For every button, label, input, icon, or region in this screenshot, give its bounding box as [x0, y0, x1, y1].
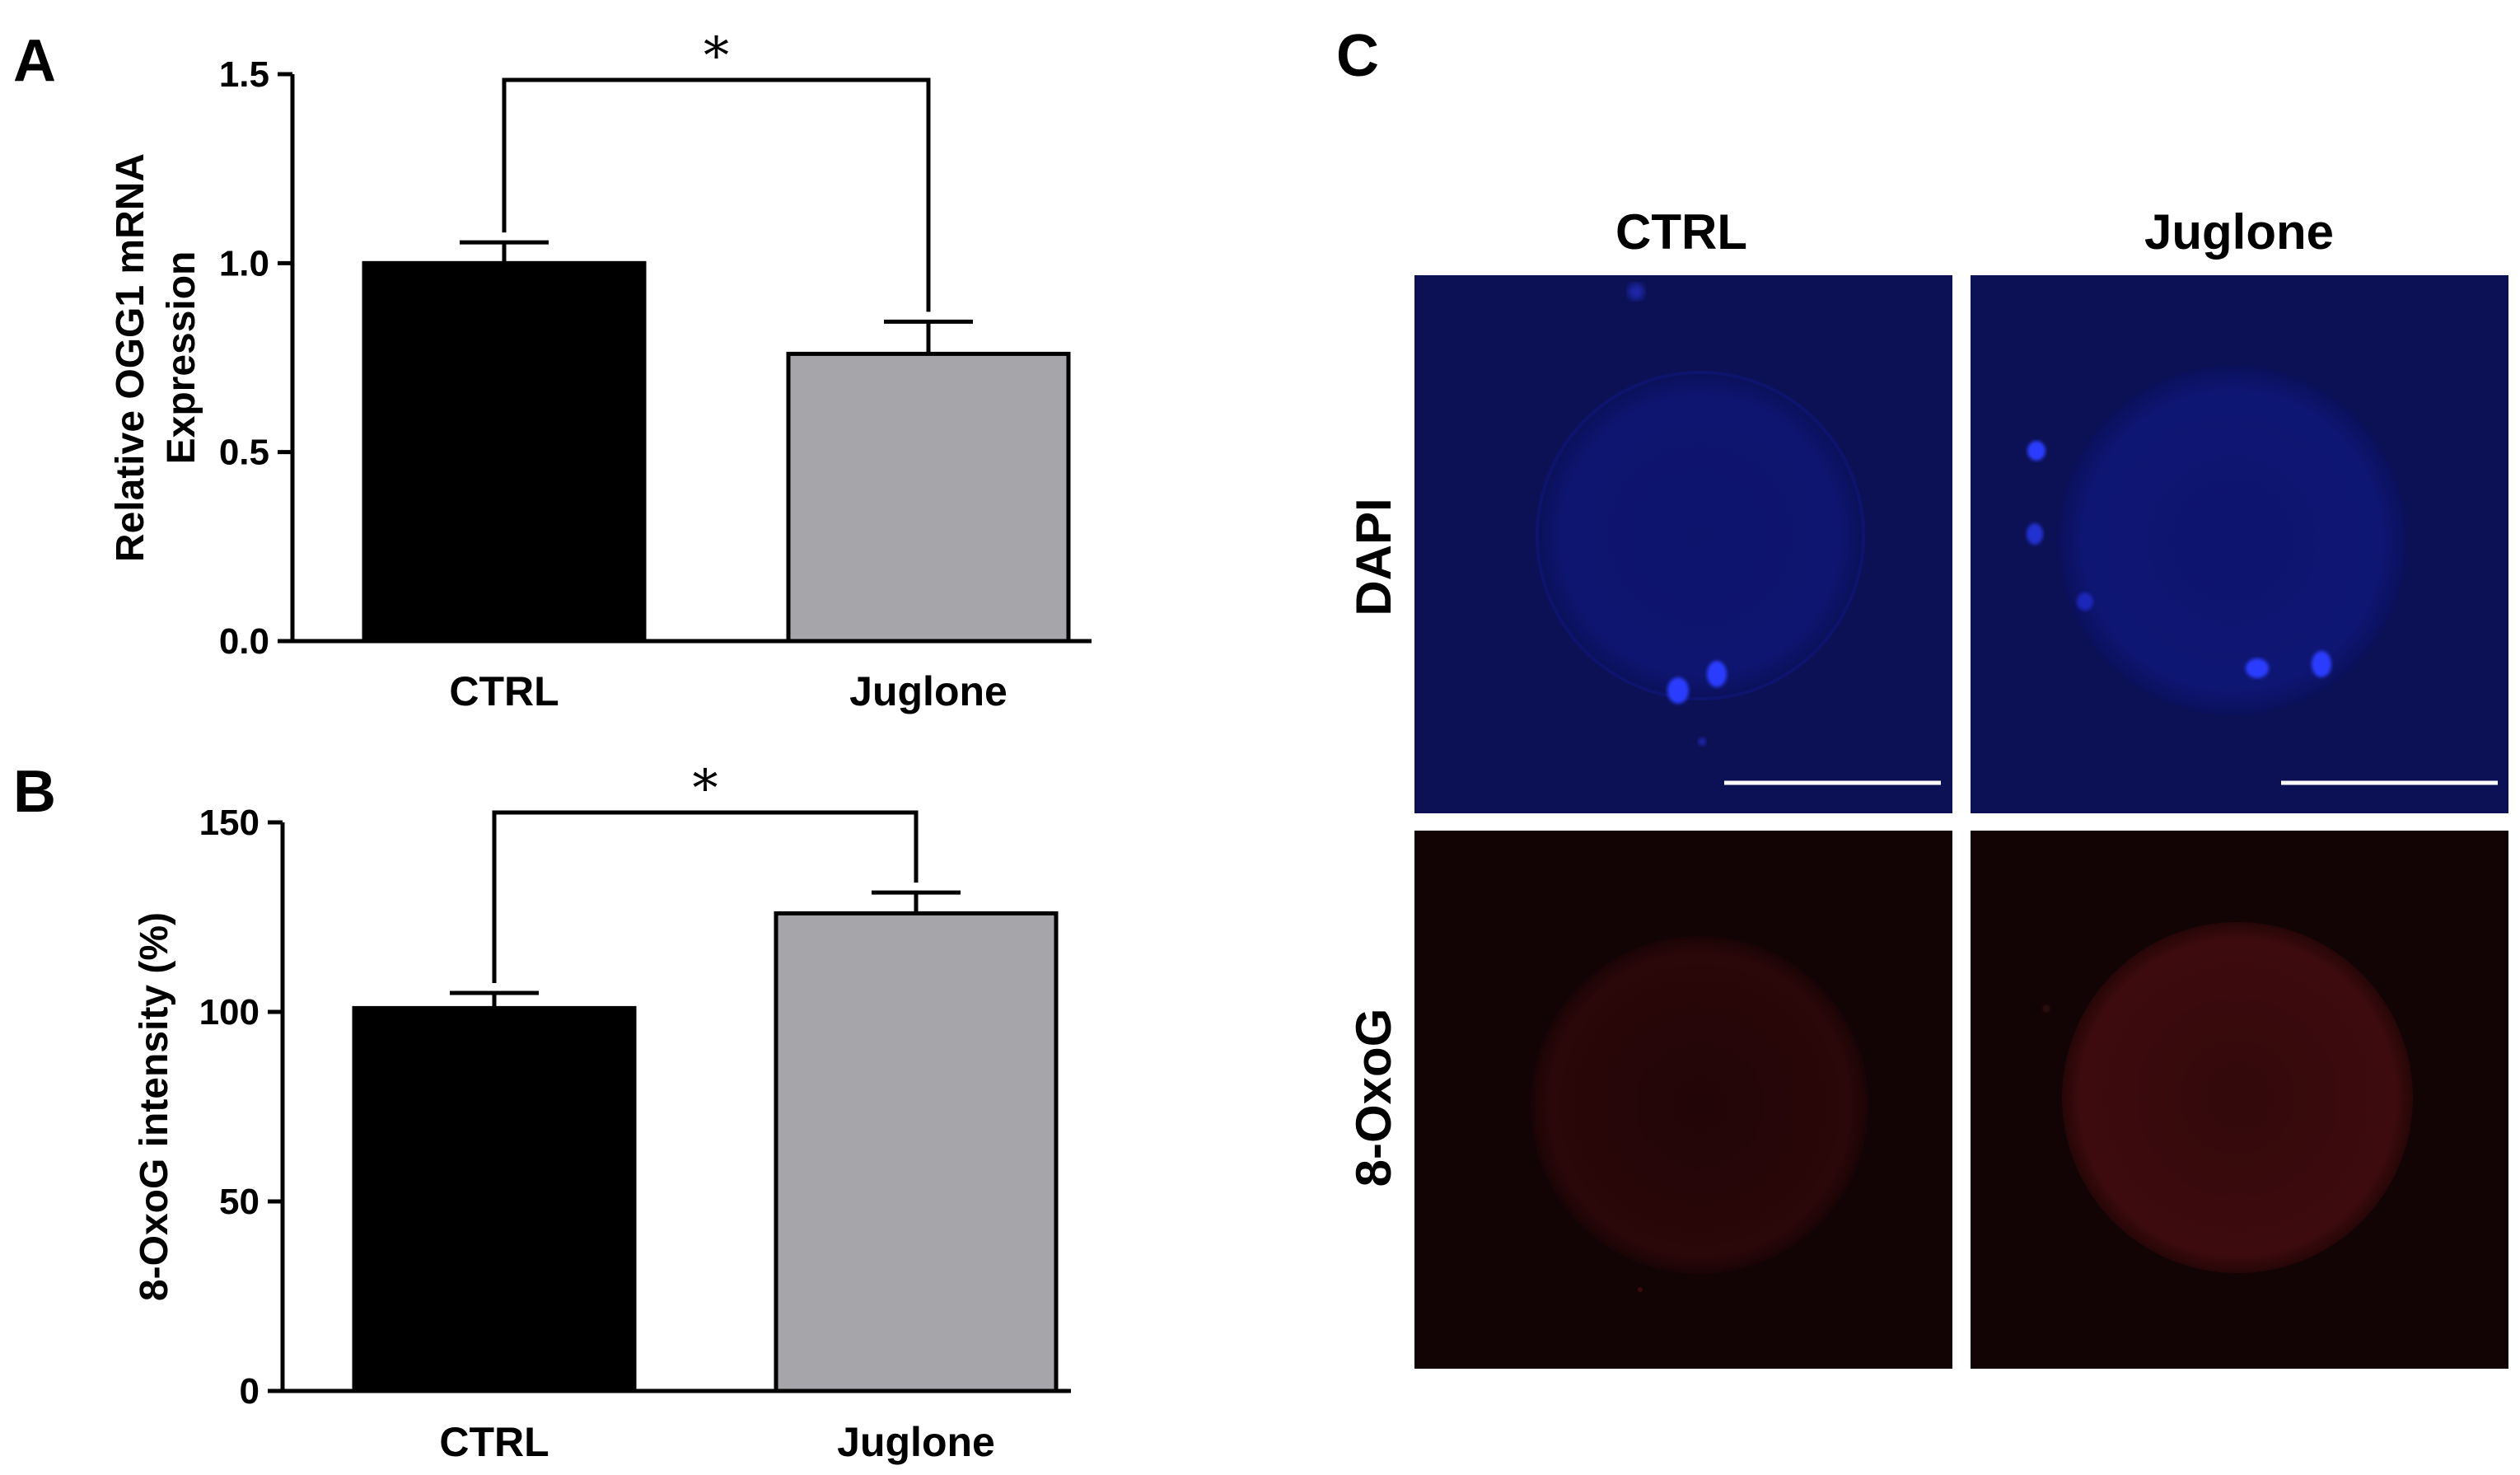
oxog-ctrl-image: [1414, 831, 1952, 1369]
bar-ctrl: [362, 260, 647, 644]
significance-bracket: [502, 77, 931, 312]
oxog-juglone-image: [1971, 831, 2508, 1369]
significance-marker: *: [704, 26, 729, 86]
y-axis-title: 8-OxoG intensity (%): [133, 912, 176, 1301]
bar-ctrl: [352, 1005, 637, 1393]
chart-b: 0 50 100 150 CTRL Juglone * 8-OxoG intensity (%…: [133, 758, 1071, 1465]
dapi-ctrl-image: [1414, 275, 1952, 813]
y-axis-title: Relative OGG1 mRNA: [109, 153, 152, 562]
row-label-8oxog: 8-OxoG: [1346, 1009, 1401, 1187]
bar-juglone: [786, 351, 1071, 644]
y-tick-label: 0: [240, 1371, 259, 1412]
panel-letter-a: A: [13, 28, 56, 94]
column-label-ctrl: CTRL: [1615, 204, 1747, 260]
significance-bracket: [492, 810, 919, 983]
y-tick-label: 0.5: [219, 433, 269, 473]
y-tick-label: 150: [199, 803, 259, 843]
y-tick-label: 0.0: [219, 621, 269, 662]
y-tick-label: 50: [219, 1182, 259, 1222]
y-tick-label: 1.5: [219, 54, 269, 95]
chart-a: 0.0 0.5 1.0 1.5 CTRL Juglone * Relative OGG1 mR…: [109, 26, 1092, 714]
panel-letter-c: C: [1336, 23, 1379, 89]
row-label-dapi: DAPI: [1346, 498, 1401, 616]
category-label: CTRL: [439, 1419, 549, 1465]
y-axis-title: Expression: [160, 251, 203, 465]
category-label: Juglone: [837, 1419, 995, 1465]
dapi-juglone-image: [1971, 275, 2508, 813]
bar-juglone: [774, 911, 1059, 1393]
panel-letter-b: B: [13, 759, 56, 825]
column-label-juglone: Juglone: [2144, 204, 2334, 260]
category-label: Juglone: [849, 668, 1008, 714]
category-label: CTRL: [449, 668, 559, 714]
significance-marker: *: [693, 758, 718, 818]
y-tick-label: 100: [199, 992, 259, 1032]
y-tick-label: 1.0: [219, 243, 269, 283]
micrograph-panel: CTRL Juglone DAPI 8-OxoG: [1346, 204, 2508, 1369]
